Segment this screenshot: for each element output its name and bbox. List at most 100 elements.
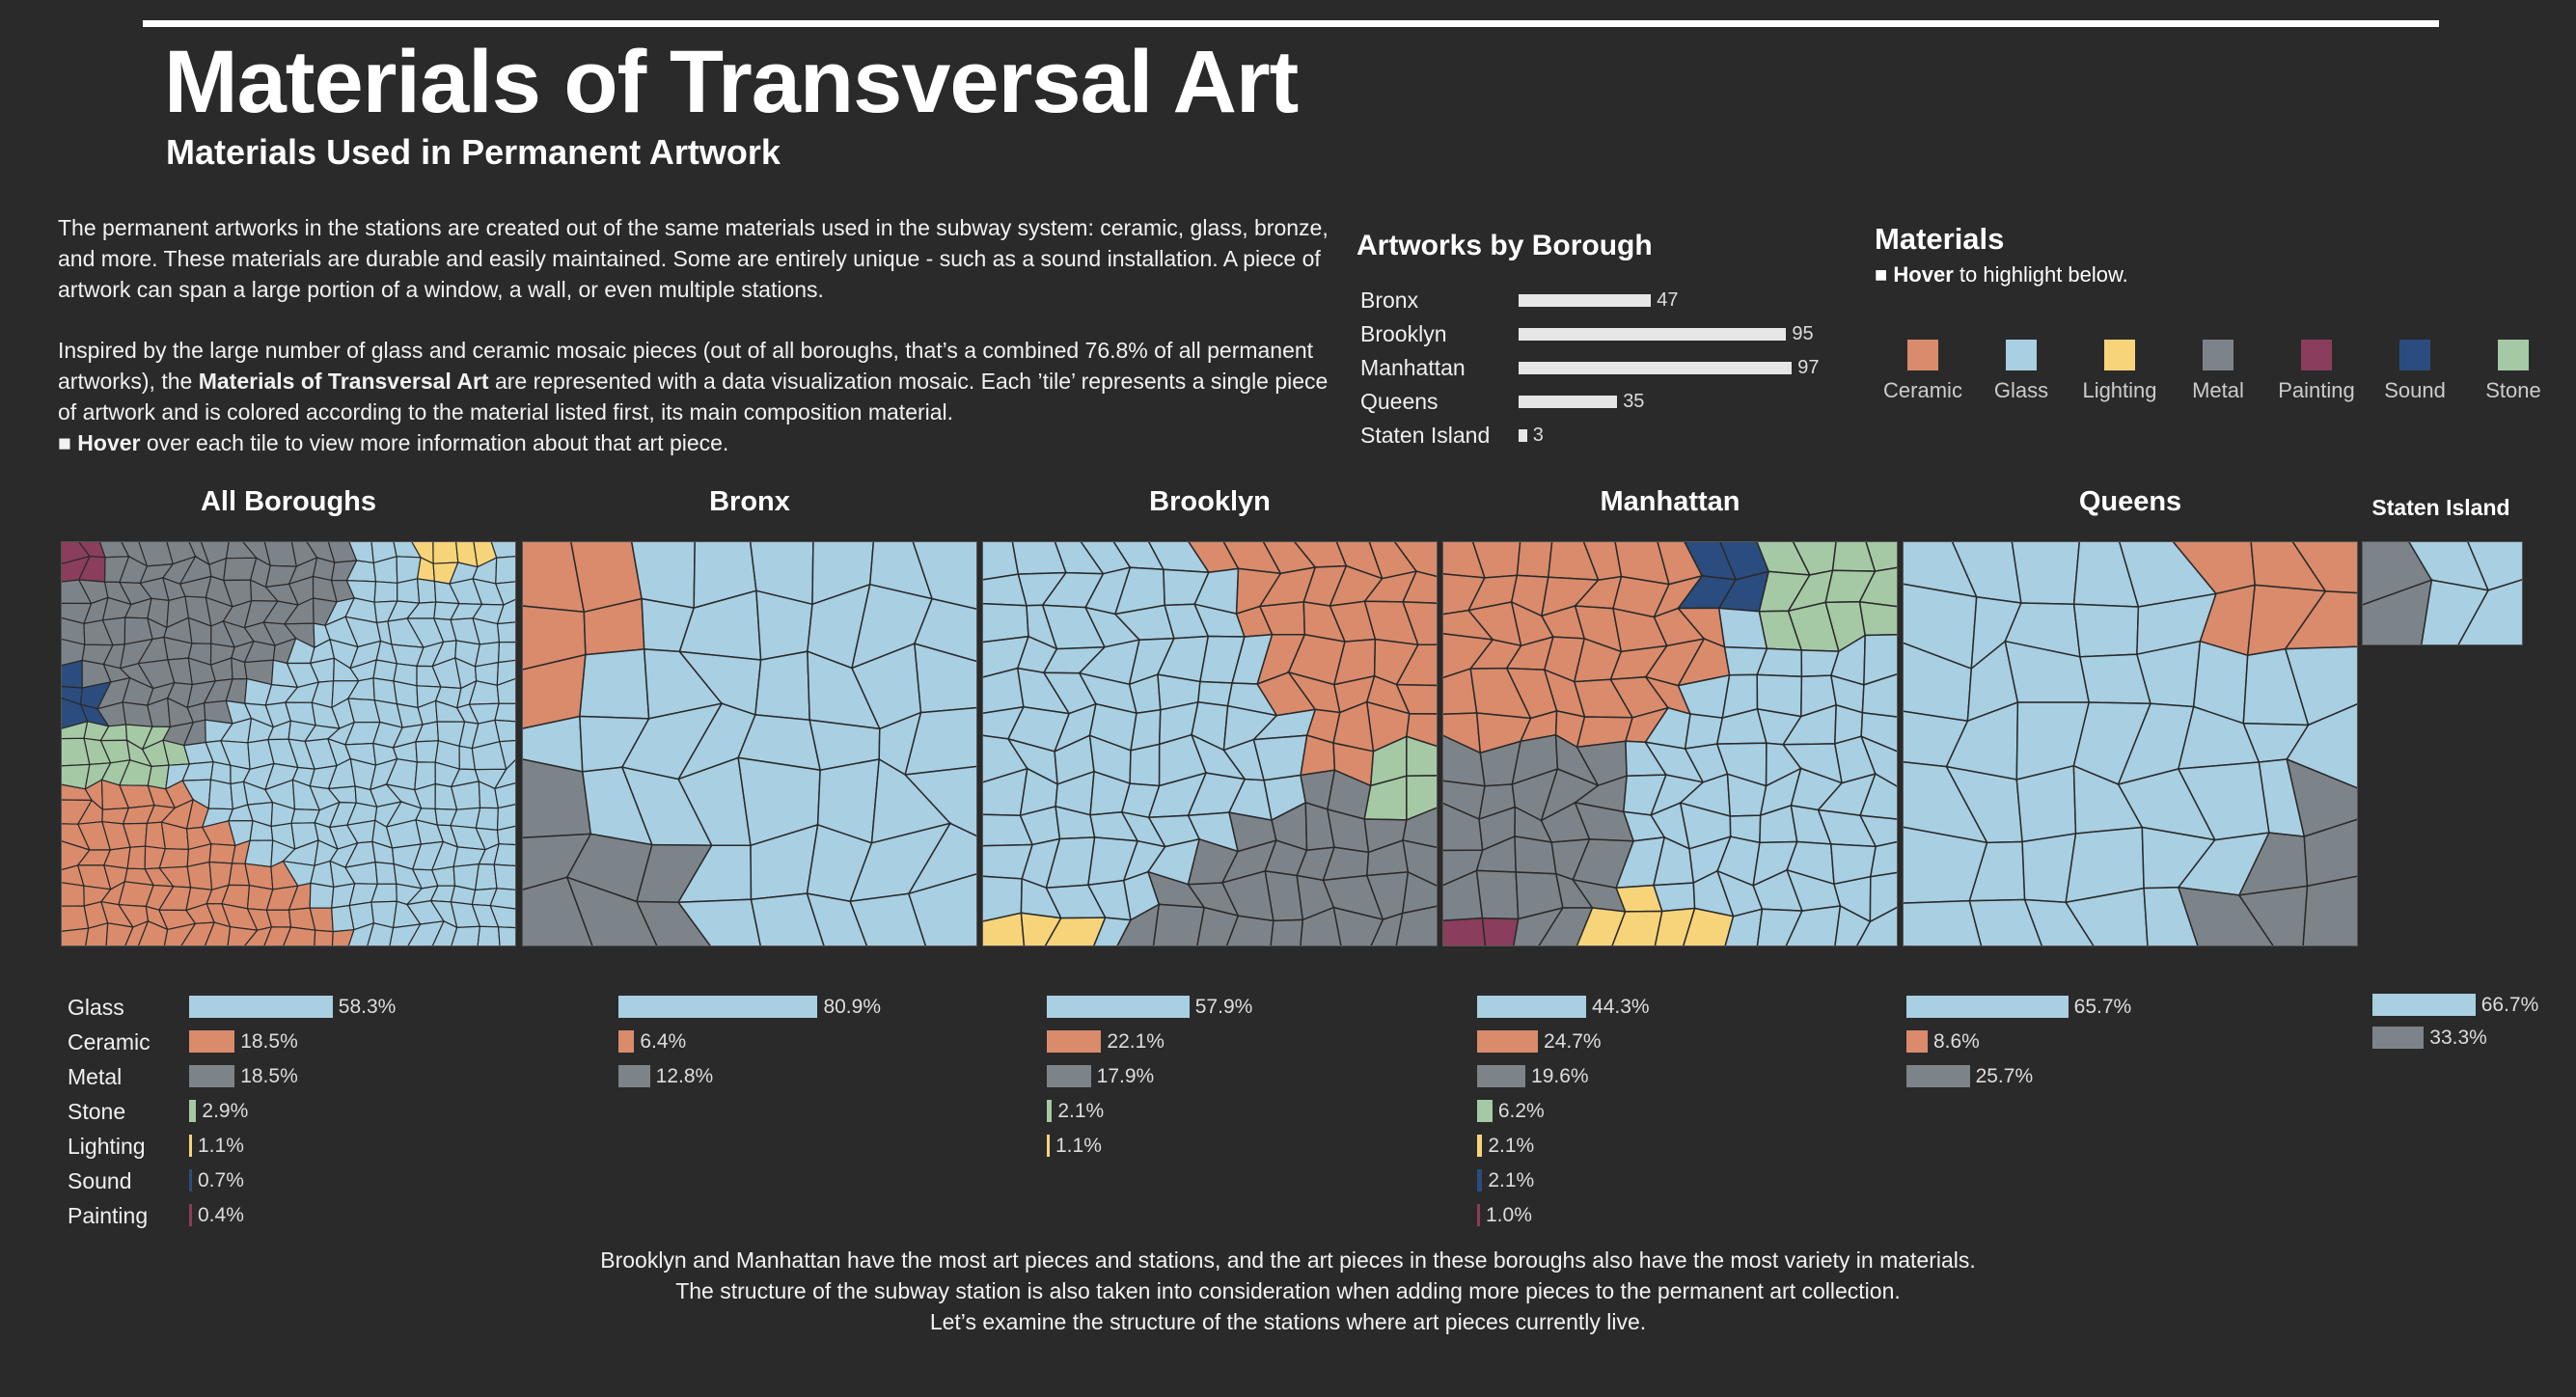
mosaic-tile-metal[interactable] xyxy=(1512,906,1565,946)
bar-brooklyn-lighting[interactable] xyxy=(1047,1135,1050,1157)
mosaic-tile-painting[interactable] xyxy=(1481,917,1520,946)
bar-manhattan-ceramic[interactable] xyxy=(1477,1030,1539,1053)
mosaic-tile-glass[interactable] xyxy=(450,781,481,810)
mosaic-tile-ceramic[interactable] xyxy=(2291,541,2358,594)
mosaic-tile-ceramic[interactable] xyxy=(243,925,273,946)
mosaic-tile-glass[interactable] xyxy=(416,578,437,604)
mosaic-tile-ceramic[interactable] xyxy=(137,920,169,946)
bar-brooklyn-ceramic[interactable] xyxy=(1047,1030,1102,1053)
mosaic-tile-glass[interactable] xyxy=(489,888,516,910)
mosaic-tile-metal[interactable] xyxy=(1270,918,1304,946)
mosaic-tile-ceramic[interactable] xyxy=(282,926,316,946)
mosaic-brooklyn[interactable] xyxy=(982,541,1438,946)
mosaic-tile-metal[interactable] xyxy=(1300,906,1342,946)
bar-all-boroughs-glass[interactable] xyxy=(189,996,333,1018)
mosaic-tile-ceramic[interactable] xyxy=(61,882,85,907)
bar-manhattan-metal[interactable] xyxy=(1477,1065,1526,1087)
mosaic-tile-glass[interactable] xyxy=(2456,578,2523,645)
bar-all-boroughs-sound[interactable] xyxy=(189,1169,192,1192)
borough-row-manhattan[interactable]: Manhattan 97 xyxy=(1360,353,1843,382)
bar-bronx-metal[interactable] xyxy=(618,1065,650,1087)
mosaic-tile-glass[interactable] xyxy=(2023,898,2096,947)
mosaic-tile-stone[interactable] xyxy=(1406,735,1438,778)
mosaic-tile-glass[interactable] xyxy=(1863,633,1898,686)
mosaic-tile-ceramic[interactable] xyxy=(227,926,259,946)
bar-staten-island-glass[interactable] xyxy=(2372,994,2476,1016)
mosaic-tile-glass[interactable] xyxy=(1869,840,1898,878)
mosaic-tile-metal[interactable] xyxy=(635,900,712,947)
mosaic-manhattan[interactable] xyxy=(1442,541,1898,946)
mosaic-tile-metal[interactable] xyxy=(1115,903,1161,946)
bar-brooklyn-metal[interactable] xyxy=(1047,1065,1091,1087)
mosaic-tile-lighting[interactable] xyxy=(432,541,459,564)
mosaic-tile-glass[interactable] xyxy=(1785,905,1842,946)
mosaic-tile-stone[interactable] xyxy=(1406,775,1438,822)
mosaic-tile-glass[interactable] xyxy=(309,882,335,909)
bar-bronx-glass[interactable] xyxy=(618,996,818,1018)
mosaic-tile-lighting[interactable] xyxy=(1682,907,1735,947)
mosaic-tile-metal[interactable] xyxy=(1225,915,1274,946)
mosaic-tile-glass[interactable] xyxy=(494,781,516,809)
mosaic-tile-glass[interactable] xyxy=(1855,906,1898,946)
mosaic-tile-ceramic[interactable] xyxy=(314,929,334,946)
legend-item-sound[interactable]: Sound xyxy=(2367,340,2463,407)
bar-queens-glass[interactable] xyxy=(1906,996,2069,1018)
mosaic-tile-glass[interactable] xyxy=(496,803,517,832)
mosaic-tile-metal[interactable] xyxy=(1370,912,1404,946)
mosaic-tile-lighting[interactable] xyxy=(1044,917,1107,946)
mosaic-tile-ceramic[interactable] xyxy=(158,848,190,869)
mosaic-tile-glass[interactable] xyxy=(374,861,397,885)
borough-row-brooklyn[interactable]: Brooklyn 95 xyxy=(1360,319,1843,348)
bar-brooklyn-glass[interactable] xyxy=(1047,996,1190,1018)
mosaic-tile-glass[interactable] xyxy=(372,659,397,682)
mosaic-tile-ceramic[interactable] xyxy=(265,909,292,928)
mosaic-tile-metal[interactable] xyxy=(2362,579,2433,645)
bar-manhattan-glass[interactable] xyxy=(1477,996,1587,1018)
mosaic-tile-glass[interactable] xyxy=(1129,743,1161,787)
mosaic-tile-metal[interactable] xyxy=(1402,839,1438,888)
mosaic-tile-metal[interactable] xyxy=(2286,757,2358,838)
mosaic-tile-glass[interactable] xyxy=(1861,672,1898,718)
borough-row-queens[interactable]: Queens 35 xyxy=(1360,387,1843,416)
mosaic-tile-ceramic[interactable] xyxy=(1402,601,1438,646)
mosaic-tile-metal[interactable] xyxy=(1395,905,1438,946)
mosaic-tile-glass[interactable] xyxy=(373,581,398,603)
mosaic-tile-glass[interactable] xyxy=(913,597,977,663)
bar-queens-metal[interactable] xyxy=(1906,1065,1970,1087)
mosaic-tile-ceramic[interactable] xyxy=(163,922,197,946)
mosaic-tile-lighting[interactable] xyxy=(982,912,1026,946)
mosaic-tile-glass[interactable] xyxy=(1869,871,1898,923)
mosaic-tile-metal[interactable] xyxy=(1475,869,1520,920)
bar-queens-ceramic[interactable] xyxy=(1906,1030,1928,1053)
bar-staten-island-metal[interactable] xyxy=(2372,1027,2425,1049)
mosaic-tile-glass[interactable] xyxy=(2284,645,2358,726)
bar-all-boroughs-ceramic[interactable] xyxy=(189,1030,235,1053)
mosaic-tile-glass[interactable] xyxy=(494,581,516,606)
mosaic-tile-glass[interactable] xyxy=(2286,702,2358,789)
bar-all-boroughs-lighting[interactable] xyxy=(189,1135,192,1157)
mosaic-tile-glass[interactable] xyxy=(904,706,977,776)
mosaic-tile-ceramic[interactable] xyxy=(84,922,109,946)
legend-item-lighting[interactable]: Lighting xyxy=(2071,340,2168,407)
mosaic-tile-glass[interactable] xyxy=(497,641,517,664)
mosaic-staten-island[interactable] xyxy=(2362,541,2523,645)
borough-row-staten-island[interactable]: Staten Island 3 xyxy=(1360,421,1843,450)
mosaic-tile-ceramic[interactable] xyxy=(1300,734,1336,777)
mosaic-tile-ceramic[interactable] xyxy=(126,845,147,870)
mosaic-tile-glass[interactable] xyxy=(750,892,825,946)
mosaic-tile-glass[interactable] xyxy=(676,898,762,946)
mosaic-tile-glass[interactable] xyxy=(1903,899,1983,946)
mosaic-tile-ceramic[interactable] xyxy=(123,919,150,946)
mosaic-tile-sound[interactable] xyxy=(61,659,83,689)
mosaic-tile-glass[interactable] xyxy=(982,602,1029,644)
mosaic-tile-glass[interactable] xyxy=(496,677,516,705)
mosaic-tile-metal[interactable] xyxy=(1514,835,1557,875)
mosaic-tile-glass[interactable] xyxy=(907,872,977,946)
mosaic-tile-metal[interactable] xyxy=(2303,818,2358,888)
mosaic-tile-glass[interactable] xyxy=(497,926,516,946)
mosaic-tile-metal[interactable] xyxy=(2302,875,2358,946)
mosaic-tile-glass[interactable] xyxy=(1724,908,1764,946)
mosaic-tile-glass[interactable] xyxy=(2064,887,2149,946)
mosaic-tile-glass[interactable] xyxy=(1859,734,1898,788)
bar-all-boroughs-stone[interactable] xyxy=(189,1100,197,1122)
